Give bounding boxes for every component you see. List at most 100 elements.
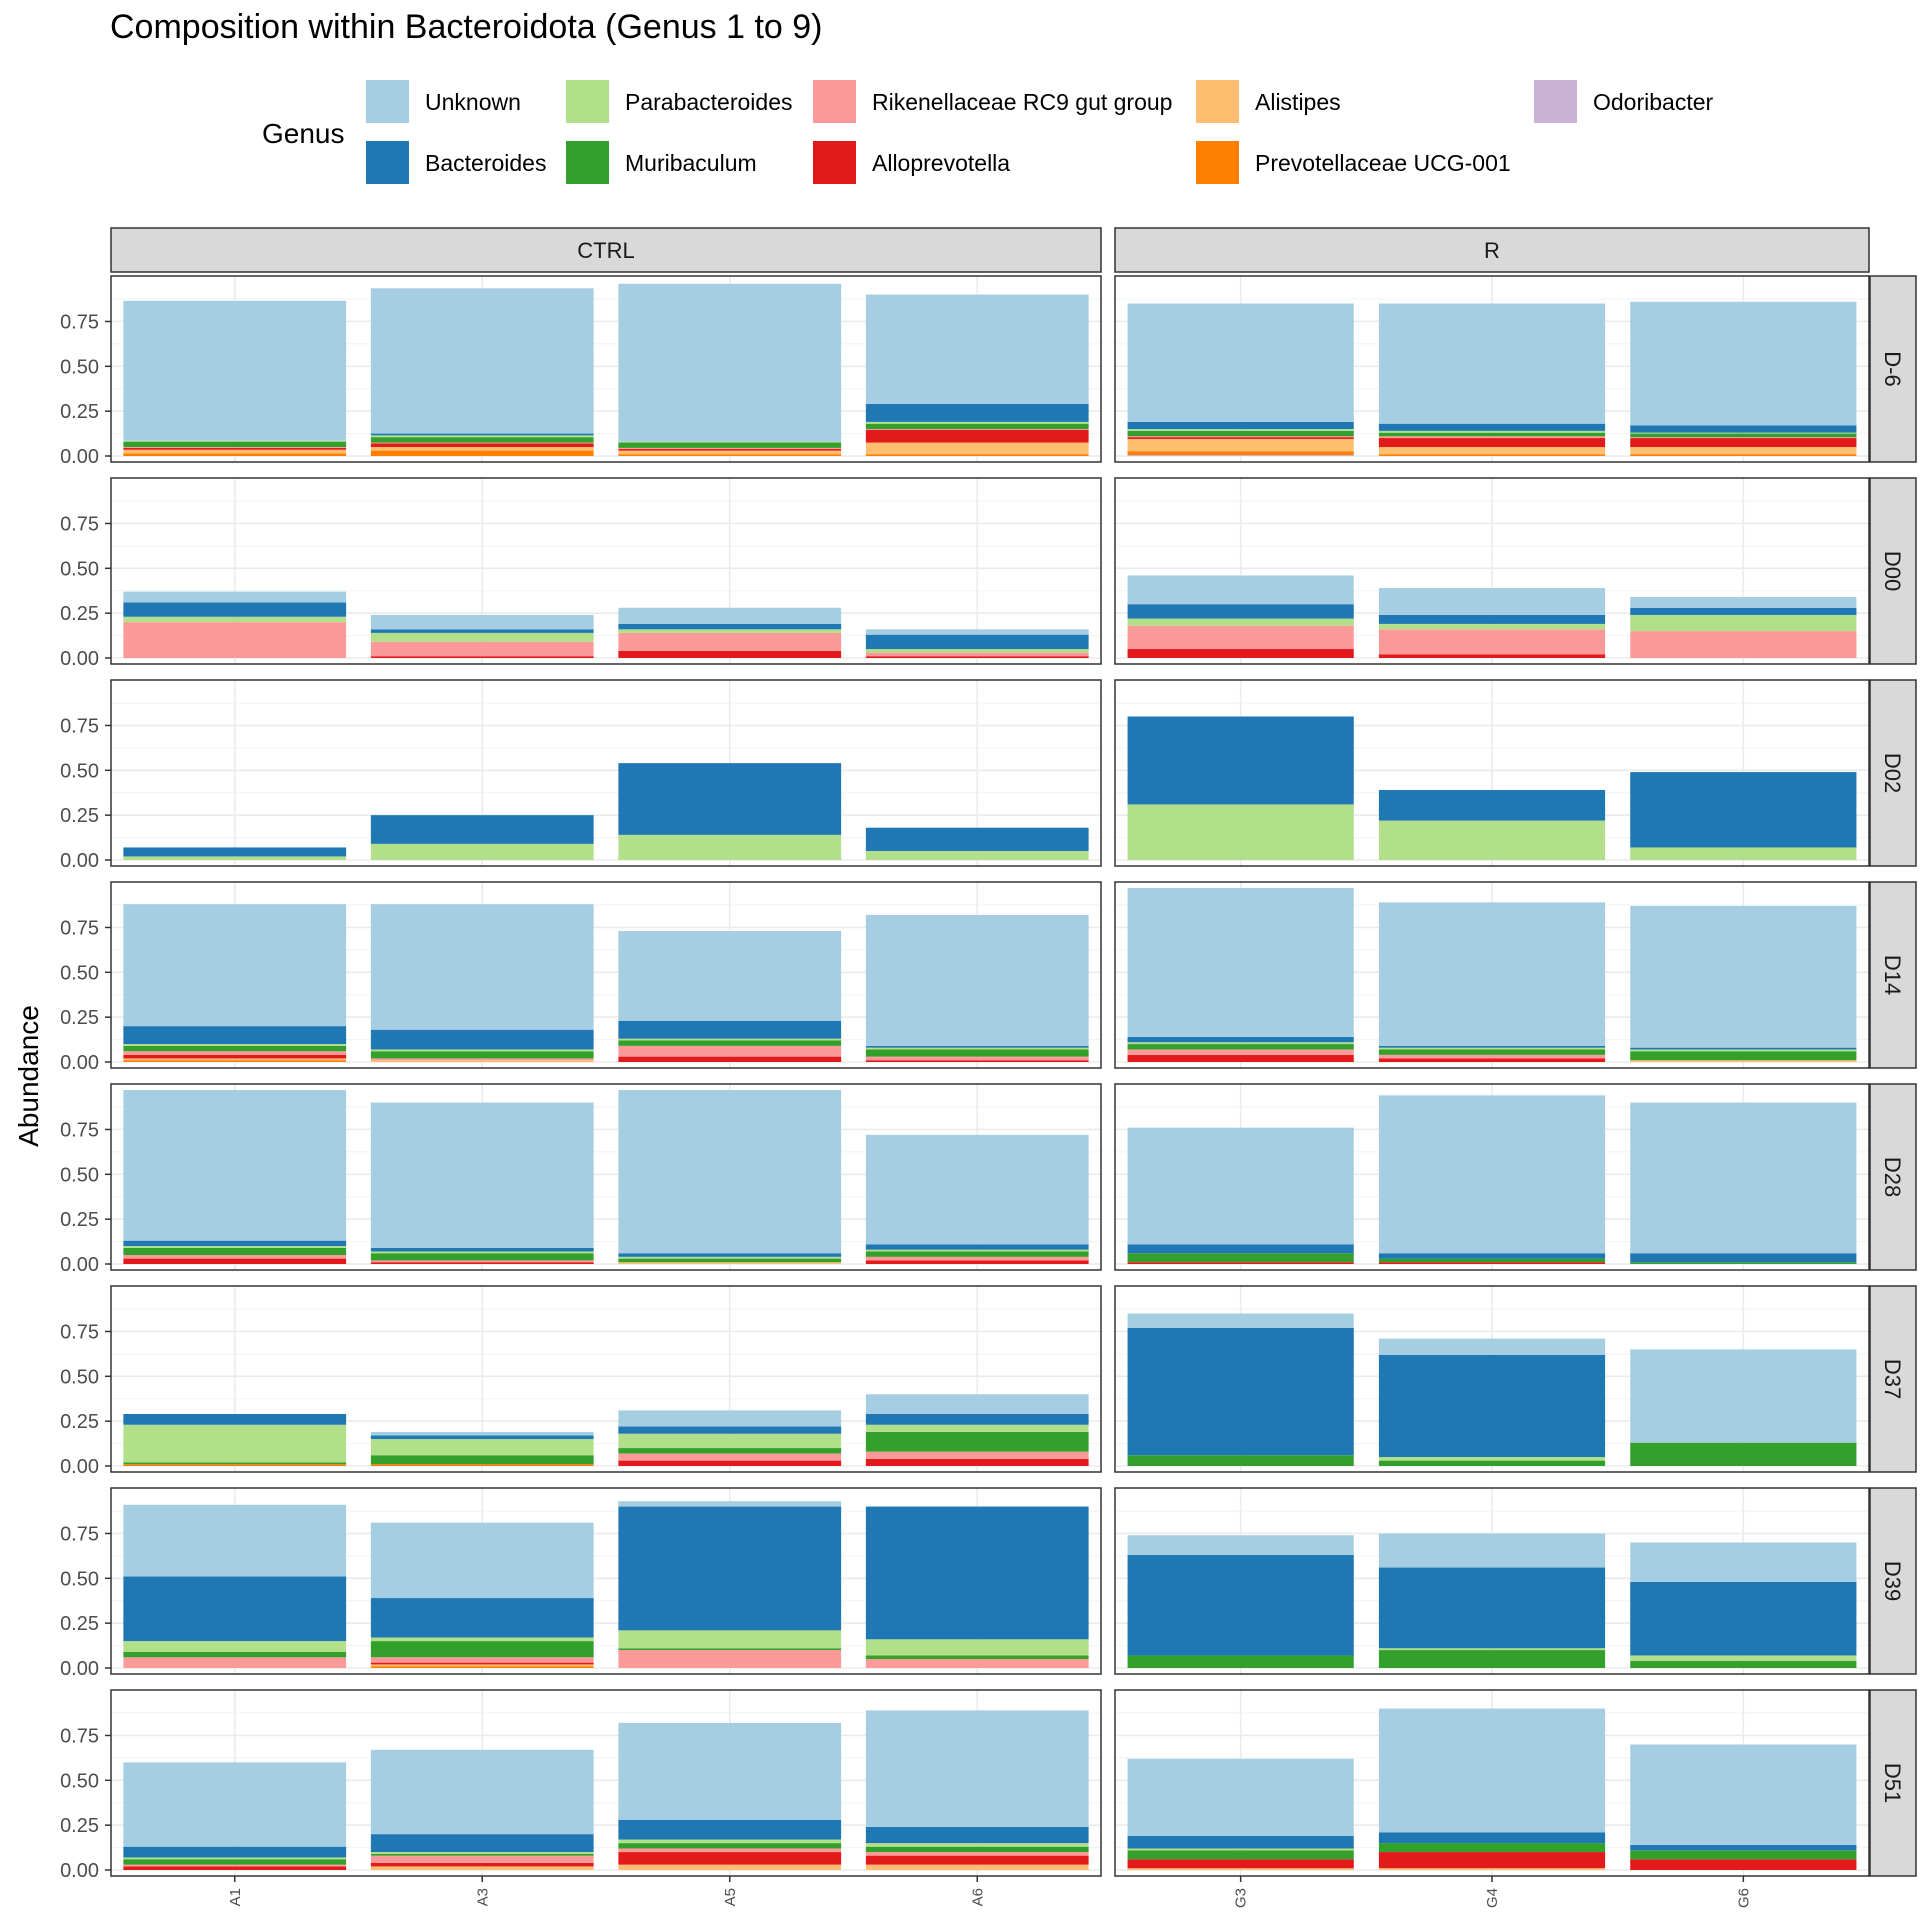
bar-segment-d37-a1-bacteroides [123, 1413, 347, 1425]
bar-segment-d-6-a1-rikenellaceae-rc9-gut-group [123, 447, 347, 448]
bar-segment-d39-g4-unknown [1378, 1533, 1606, 1568]
bar-segment-d39-a5-rikenellaceae-rc9-gut-group [618, 1650, 842, 1668]
bar-segment-d51-g6-alloprevotella [1630, 1859, 1857, 1870]
bar-segment-d-6-a6-rikenellaceae-rc9-gut-group [865, 429, 1089, 430]
panel-r-d00 [1114, 477, 1870, 665]
bar-segment-d00-g4-parabacteroides [1378, 623, 1606, 630]
bar-segment-d14-g6-parabacteroides [1630, 1049, 1857, 1052]
bar-segment-d-6-a3-parabacteroides [370, 435, 594, 438]
bar-segment-d51-a1-alloprevotella [123, 1866, 347, 1870]
bar-segment-d-6-a3-bacteroides [370, 433, 594, 436]
bar-segment-d39-a6-rikenellaceae-rc9-gut-group [865, 1659, 1089, 1668]
y-tick-label-d37: 0.00 [60, 1456, 99, 1478]
y-tick-label-d00: 0.00 [60, 648, 99, 670]
y-tick-label-d37: 0.75 [60, 1321, 99, 1343]
panel-r-d14 [1114, 881, 1870, 1069]
bar-segment-d-6-g6-alistipes [1630, 447, 1857, 455]
bar-segment-d00-a1-unknown [123, 591, 347, 603]
y-tick-label-d-6: 0.00 [60, 446, 99, 468]
bar-segment-d39-g4-parabacteroides [1378, 1648, 1606, 1651]
bar-segment-d51-a6-alistipes [865, 1864, 1089, 1870]
legend-key-unknown [366, 80, 409, 123]
y-tick-label-d39: 0.00 [60, 1658, 99, 1680]
bar-segment-d14-a1-parabacteroides [123, 1044, 347, 1046]
bar-segment-d00-g6-bacteroides [1630, 607, 1857, 615]
y-tick-label-d02: 0.00 [60, 850, 99, 872]
bar-segment-d-6-g6-parabacteroides [1630, 432, 1857, 434]
bar-segment-d-6-g4-prevotellaceae-ucg-001 [1378, 454, 1606, 456]
bar-segment-d37-a6-unknown [865, 1394, 1089, 1414]
bar-segment-d-6-a3-alistipes [370, 447, 594, 451]
panel-ctrl-d28 [110, 1083, 1102, 1271]
bar-segment-d00-a3-rikenellaceae-rc9-gut-group [370, 641, 594, 657]
bar-segment-d14-a6-rikenellaceae-rc9-gut-group [865, 1056, 1089, 1061]
bar-segment-d39-a5-muribaculum [618, 1648, 842, 1651]
bar-segment-d39-a3-unknown [370, 1522, 594, 1599]
bar-segment-d14-g3-alloprevotella [1127, 1054, 1354, 1062]
bar-segment-d51-g3-parabacteroides [1127, 1848, 1354, 1851]
bar-segment-d37-a5-unknown [618, 1410, 842, 1427]
bar-segment-d28-g3-bacteroides [1127, 1244, 1354, 1254]
panel-border [110, 275, 1102, 463]
bar-segment-d14-g3-parabacteroides [1127, 1042, 1354, 1045]
bar-segment-d28-g4-muribaculum [1378, 1258, 1606, 1263]
bar-segment-d39-a3-alloprevotella [370, 1662, 594, 1665]
bar-segment-d51-a3-parabacteroides [370, 1852, 594, 1854]
bar-segment-d51-a5-alloprevotella [618, 1852, 842, 1865]
bar-segment-d00-g3-rikenellaceae-rc9-gut-group [1127, 625, 1354, 650]
bar-segment-d14-g6-bacteroides [1630, 1047, 1857, 1050]
bar-segment-d-6-g4-bacteroides [1378, 423, 1606, 431]
bar-segment-d28-g3-muribaculum [1127, 1253, 1354, 1263]
bar-segment-d28-a6-unknown [865, 1134, 1089, 1245]
bar-segment-d00-a6-unknown [865, 629, 1089, 635]
bar-segment-d-6-g6-bacteroides [1630, 425, 1857, 433]
bar-segment-d14-a6-parabacteroides [865, 1047, 1089, 1050]
bar-segment-d02-g4-parabacteroides [1378, 820, 1606, 860]
bar-segment-d14-g4-alloprevotella [1378, 1058, 1606, 1062]
bar-segment-d00-a3-parabacteroides [370, 632, 594, 642]
panel-r-d-6 [1114, 275, 1870, 463]
bar-segment-d14-g3-unknown [1127, 888, 1354, 1037]
bar-segment-d-6-a5-prevotellaceae-ucg-001 [618, 454, 842, 456]
bar-segment-d02-g4-bacteroides [1378, 790, 1606, 821]
y-tick-label-d02: 0.25 [60, 805, 99, 827]
bar-segment-d00-a3-alloprevotella [370, 656, 594, 658]
bar-segment-d39-g6-unknown [1630, 1542, 1857, 1582]
bar-segment-d-6-a3-rikenellaceae-rc9-gut-group [370, 442, 594, 444]
panel-border [1114, 1487, 1870, 1675]
bar-segment-d02-a3-bacteroides [370, 815, 594, 844]
bar-segment-d37-g3-bacteroides [1127, 1327, 1354, 1456]
bar-segment-d51-a3-rikenellaceae-rc9-gut-group [370, 1855, 594, 1863]
bar-segment-d39-a6-bacteroides [865, 1506, 1089, 1640]
row-strip-d51 [1869, 1689, 1917, 1877]
panel-r-d39 [1114, 1487, 1870, 1675]
bar-segment-d39-a1-unknown [123, 1504, 347, 1577]
bar-segment-d-6-g4-unknown [1378, 303, 1606, 424]
bar-segment-d-6-a1-prevotellaceae-ucg-001 [123, 453, 347, 456]
bar-segment-d51-a1-bacteroides [123, 1846, 347, 1858]
bar-segment-d37-a6-alloprevotella [865, 1458, 1089, 1466]
bar-segment-d00-a1-bacteroides [123, 602, 347, 617]
bar-segment-d51-a1-parabacteroides [123, 1857, 347, 1860]
legend-label-odoribacter: Odoribacter [1593, 89, 1714, 115]
bar-segment-d14-a5-parabacteroides [618, 1038, 842, 1041]
x-tick-label-g6: G6 [1735, 1888, 1752, 1908]
bar-segment-d14-g3-muribaculum [1127, 1044, 1354, 1050]
bar-segment-d51-a3-alloprevotella [370, 1862, 594, 1867]
bar-segment-d-6-a5-parabacteroides [618, 441, 842, 443]
row-strip-d39 [1869, 1487, 1917, 1675]
bar-segment-d00-a6-alloprevotella [865, 656, 1089, 658]
legend-label-prevotellaceae-ucg-001: Prevotellaceae UCG-001 [1255, 150, 1511, 176]
legend-label-muribaculum: Muribaculum [625, 150, 757, 176]
bar-segment-d-6-a6-unknown [865, 294, 1089, 404]
bar-segment-d-6-a1-unknown [123, 300, 347, 441]
y-tick-label-d02: 0.75 [60, 715, 99, 737]
bar-segment-d51-g6-unknown [1630, 1744, 1857, 1845]
panel-r-d28 [1114, 1083, 1870, 1271]
bar-segment-d-6-g3-alistipes [1127, 438, 1354, 452]
bar-segment-d14-a3-alistipes [370, 1060, 594, 1062]
bar-segment-d02-a5-parabacteroides [618, 834, 842, 860]
panel-border [110, 679, 1102, 867]
row-label-d51: D51 [1880, 1763, 1905, 1803]
row-strip-d02 [1869, 679, 1917, 867]
